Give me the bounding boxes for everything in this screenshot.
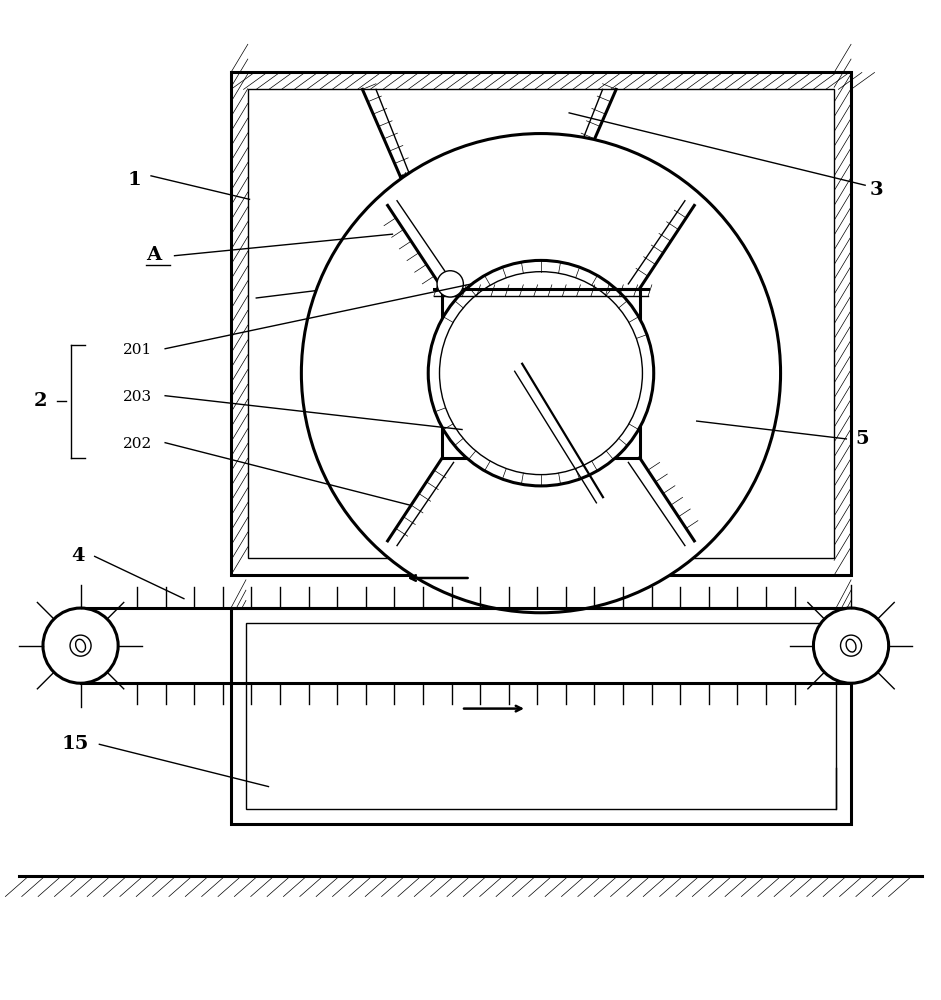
Circle shape: [43, 608, 119, 683]
Circle shape: [813, 608, 888, 683]
Circle shape: [439, 272, 643, 475]
Text: 2: 2: [34, 392, 47, 410]
Circle shape: [840, 635, 862, 656]
Bar: [231, 72, 851, 575]
Circle shape: [70, 635, 91, 656]
Text: A: A: [147, 246, 162, 264]
Bar: [231, 608, 851, 824]
Circle shape: [301, 134, 781, 613]
Bar: [247, 89, 834, 558]
Text: 203: 203: [123, 390, 152, 404]
Text: 202: 202: [123, 437, 152, 451]
Circle shape: [428, 260, 654, 486]
Circle shape: [437, 271, 463, 297]
Bar: [246, 623, 836, 809]
Text: 15: 15: [62, 735, 89, 753]
Text: 1: 1: [128, 171, 141, 189]
Text: 201: 201: [123, 343, 152, 357]
Text: 5: 5: [855, 430, 869, 448]
Text: 3: 3: [869, 181, 884, 199]
Text: 4: 4: [72, 547, 85, 565]
